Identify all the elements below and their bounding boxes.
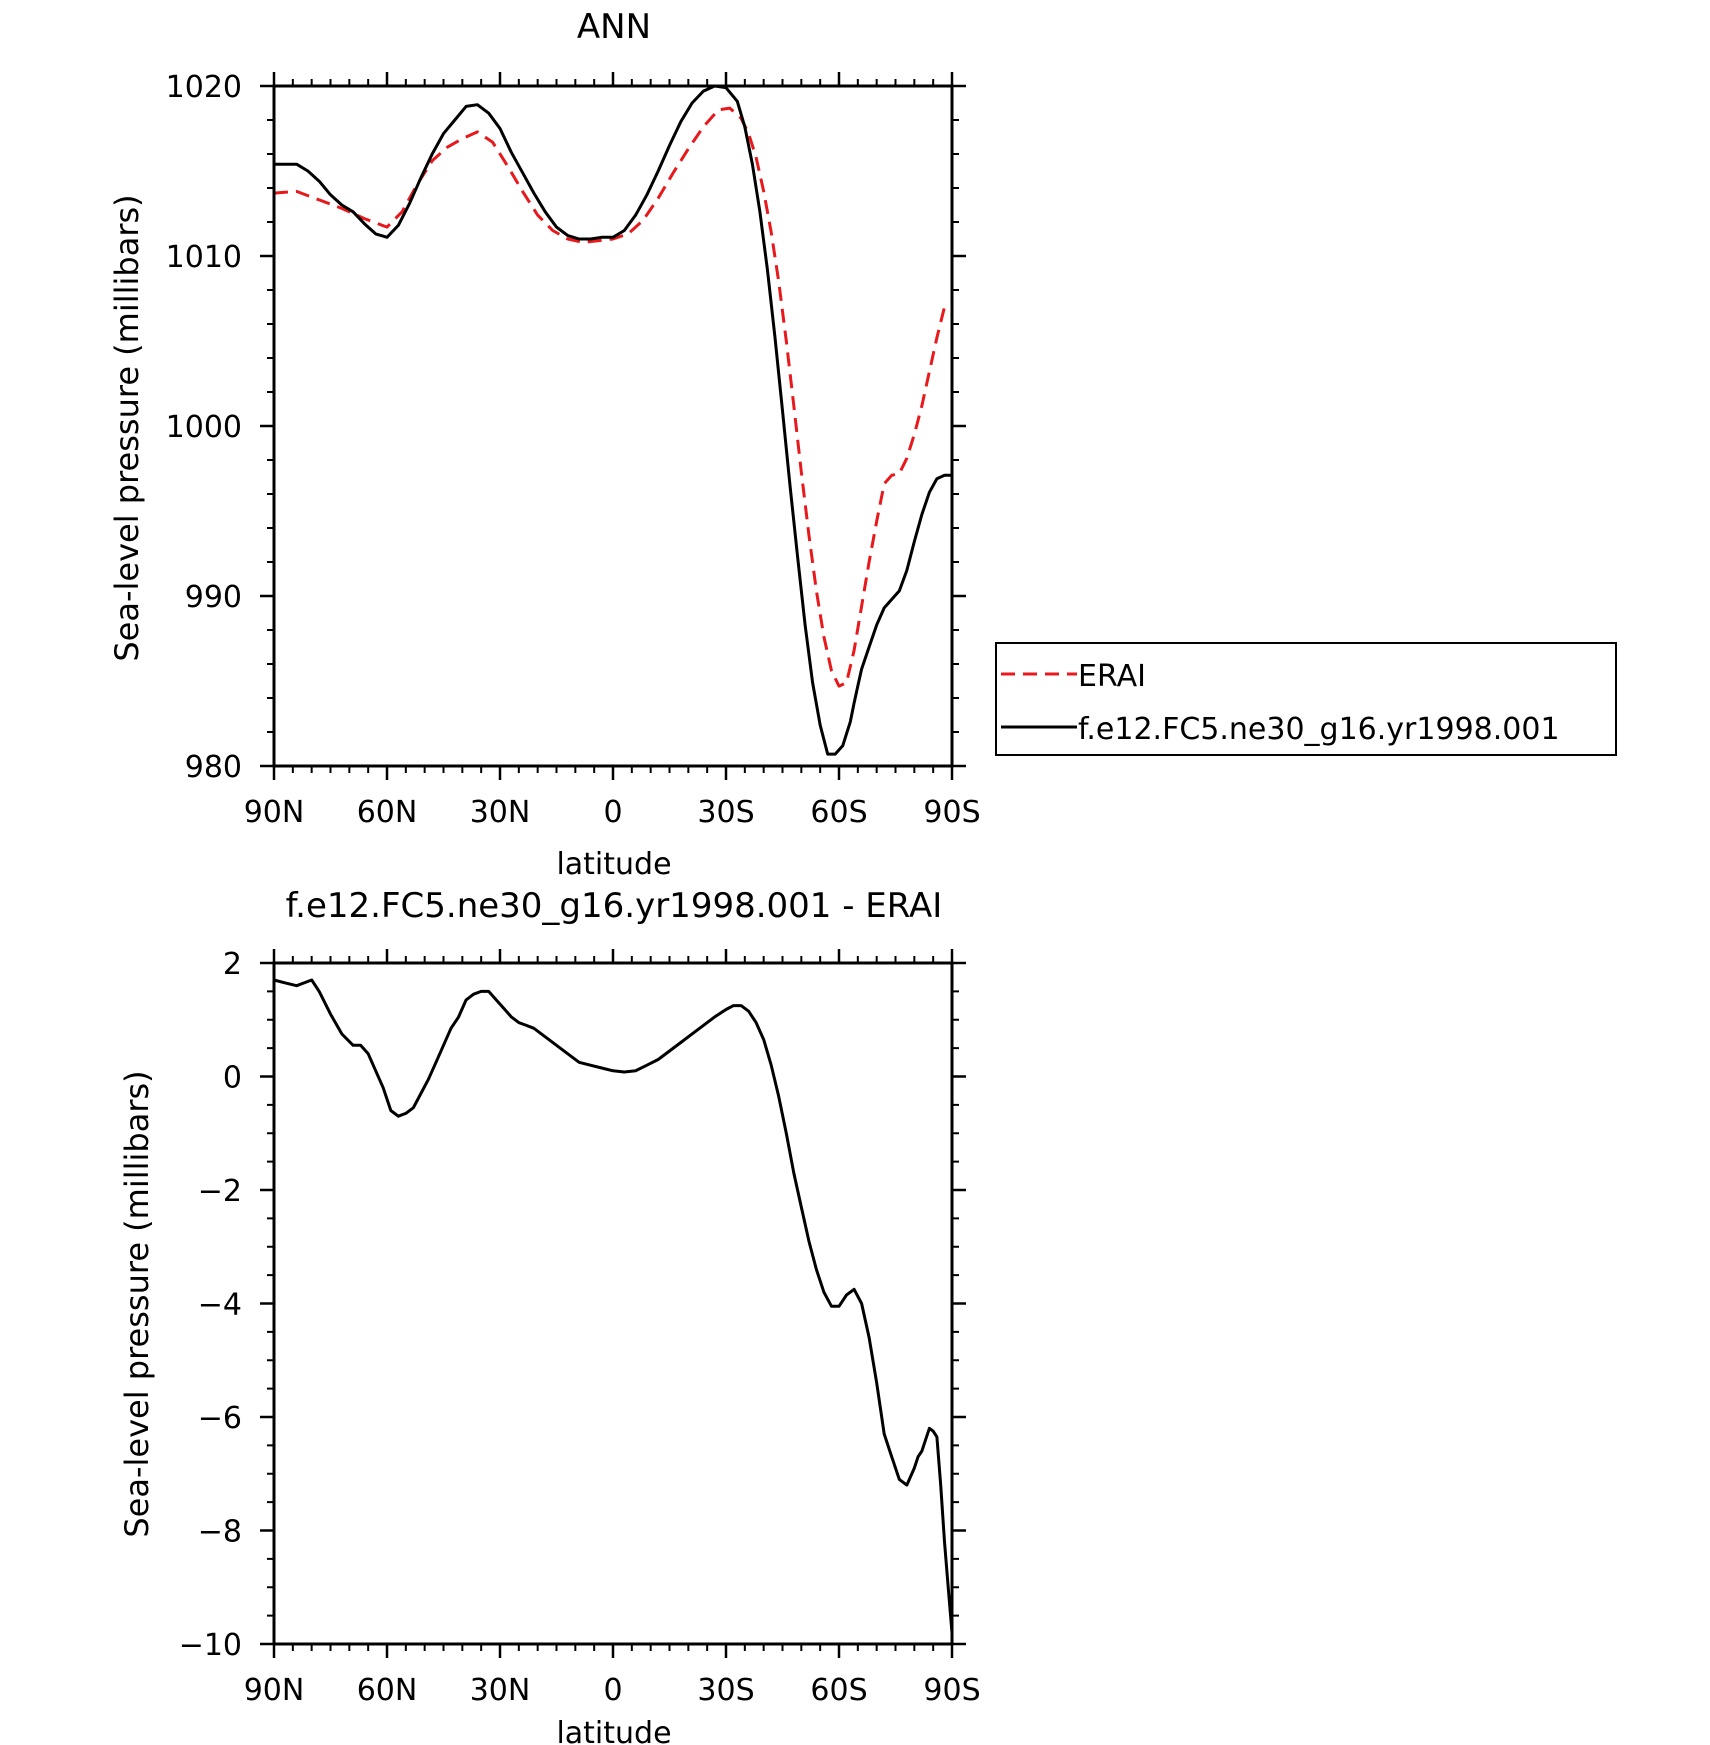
x-tick-label: 30S (697, 1673, 754, 1708)
bottom-panel-x-axis-label: latitude (556, 1716, 671, 1745)
y-tick-label: 1000 (166, 410, 242, 445)
y-tick-label: 990 (185, 580, 242, 615)
x-tick-label: 60S (810, 1673, 867, 1708)
series-line-erai (273, 106, 952, 688)
y-tick-label: 2 (223, 947, 242, 982)
series-line-difference (273, 978, 954, 1633)
x-tick-label: 90N (244, 1673, 305, 1708)
y-tick-label: 980 (185, 750, 242, 785)
legend-label-erai: ERAI (1078, 659, 1146, 694)
y-tick-label: −8 (198, 1515, 242, 1550)
bottom-panel-plot-frame (272, 961, 954, 1646)
bottom-panel: f.e12.FC5.ne30_g16.yr1998.001 - ERAI Sea… (118, 886, 981, 1745)
x-tick-label: 60S (810, 795, 867, 830)
bottom-panel-y-tick-labels: −10 −8 −6 −4 −2 0 2 (179, 947, 242, 1663)
legend-box (995, 642, 1617, 756)
x-tick-label: 30S (697, 795, 754, 830)
top-panel: ANN Sea-level pressure (millibars) latit… (108, 7, 981, 882)
bottom-panel-y-axis-label: Sea-level pressure (millibars) (118, 1070, 156, 1537)
bottom-panel-title: f.e12.FC5.ne30_g16.yr1998.001 - ERAI (286, 886, 943, 926)
y-tick-label: −10 (179, 1628, 242, 1663)
y-tick-label: 0 (223, 1061, 242, 1096)
top-panel-x-axis-label: latitude (556, 847, 671, 882)
bottom-panel-axis-ticks (260, 949, 966, 1658)
y-tick-label: 1020 (166, 70, 242, 105)
x-tick-label: 90N (244, 795, 305, 830)
x-tick-label: 30N (470, 795, 531, 830)
top-panel-y-axis-label: Sea-level pressure (millibars) (108, 194, 146, 661)
top-panel-series (273, 84, 952, 756)
top-panel-title: ANN (577, 7, 651, 47)
top-panel-y-tick-labels: 980 990 1000 1010 1020 (166, 70, 242, 785)
x-tick-label: 90S (923, 1673, 980, 1708)
top-panel-x-tick-labels: 90N 60N 30N 0 30S 60S 90S (244, 795, 981, 830)
x-tick-label: 60N (357, 1673, 418, 1708)
x-tick-label: 60N (357, 795, 418, 830)
series-line-f-e12-fc5-ne30-g16-yr1998-001 (274, 84, 952, 756)
y-tick-label: 1010 (166, 240, 242, 275)
x-tick-label: 90S (923, 795, 980, 830)
y-tick-label: −6 (198, 1401, 242, 1436)
legend-label-model: f.e12.FC5.ne30_g16.yr1998.001 (1078, 712, 1560, 747)
x-tick-label: 30N (470, 1673, 531, 1708)
bottom-panel-x-tick-labels: 90N 60N 30N 0 30S 60S 90S (244, 1673, 981, 1708)
y-tick-label: −4 (198, 1288, 242, 1323)
y-tick-label: −2 (198, 1174, 242, 1209)
bottom-panel-series (273, 978, 954, 1633)
x-tick-label: 0 (603, 795, 622, 830)
top-panel-plot-frame (272, 84, 954, 768)
legend: ERAI f.e12.FC5.ne30_g16.yr1998.001 (995, 642, 1617, 756)
x-tick-label: 0 (603, 1673, 622, 1708)
